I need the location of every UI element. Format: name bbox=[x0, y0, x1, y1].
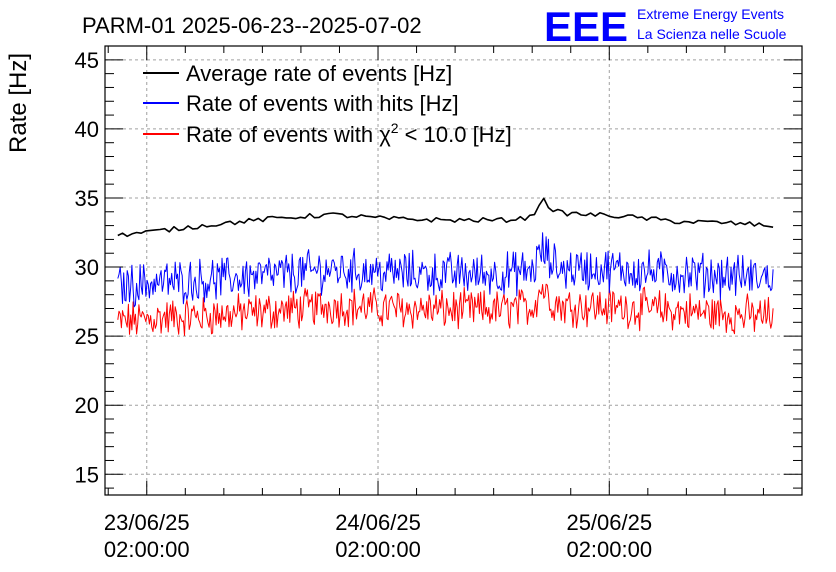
series-line-0 bbox=[117, 197, 774, 238]
y-tick-label: 20 bbox=[75, 393, 99, 418]
legend-label-hits: Rate of events with hits [Hz] bbox=[186, 91, 459, 116]
y-tick-label: 30 bbox=[75, 255, 99, 280]
y-tick-label: 40 bbox=[75, 117, 99, 142]
legend-label-chi2: Rate of events with χ2 < 10.0 [Hz] bbox=[186, 120, 512, 147]
y-axis-label: Rate [Hz] bbox=[5, 53, 32, 153]
y-tick-label: 15 bbox=[75, 462, 99, 487]
y-tick-label: 45 bbox=[75, 48, 99, 73]
series-line-2 bbox=[117, 283, 774, 336]
x-tick-label-time: 02:00:00 bbox=[335, 537, 421, 562]
x-tick-label-time: 02:00:00 bbox=[104, 537, 190, 562]
grid-lines bbox=[105, 46, 802, 495]
x-tick-label-time: 02:00:00 bbox=[566, 537, 652, 562]
y-axis-ticks: 15 20 25 30 35 40 45 bbox=[75, 45, 802, 489]
series-layer bbox=[117, 197, 774, 336]
plot-frame bbox=[104, 45, 803, 496]
x-axis-ticks: 23/06/2502:00:0024/06/2502:00:0025/06/25… bbox=[104, 46, 803, 562]
y-tick-label: 25 bbox=[75, 324, 99, 349]
x-tick-label-date: 23/06/25 bbox=[104, 510, 190, 535]
eee-logo: EEE bbox=[544, 3, 628, 50]
y-tick-label: 35 bbox=[75, 186, 99, 211]
org-subtitle: La Scienza nelle Scuole bbox=[637, 26, 787, 42]
org-name: Extreme Energy Events bbox=[637, 6, 784, 22]
legend: Average rate of events [Hz] Rate of even… bbox=[143, 61, 512, 147]
x-tick-label-date: 25/06/25 bbox=[566, 510, 652, 535]
legend-label-average: Average rate of events [Hz] bbox=[186, 61, 452, 86]
series-line-1 bbox=[117, 232, 774, 308]
x-tick-label-date: 24/06/25 bbox=[335, 510, 421, 535]
chart-title: PARM-01 2025-06-23--2025-07-02 bbox=[82, 13, 422, 38]
